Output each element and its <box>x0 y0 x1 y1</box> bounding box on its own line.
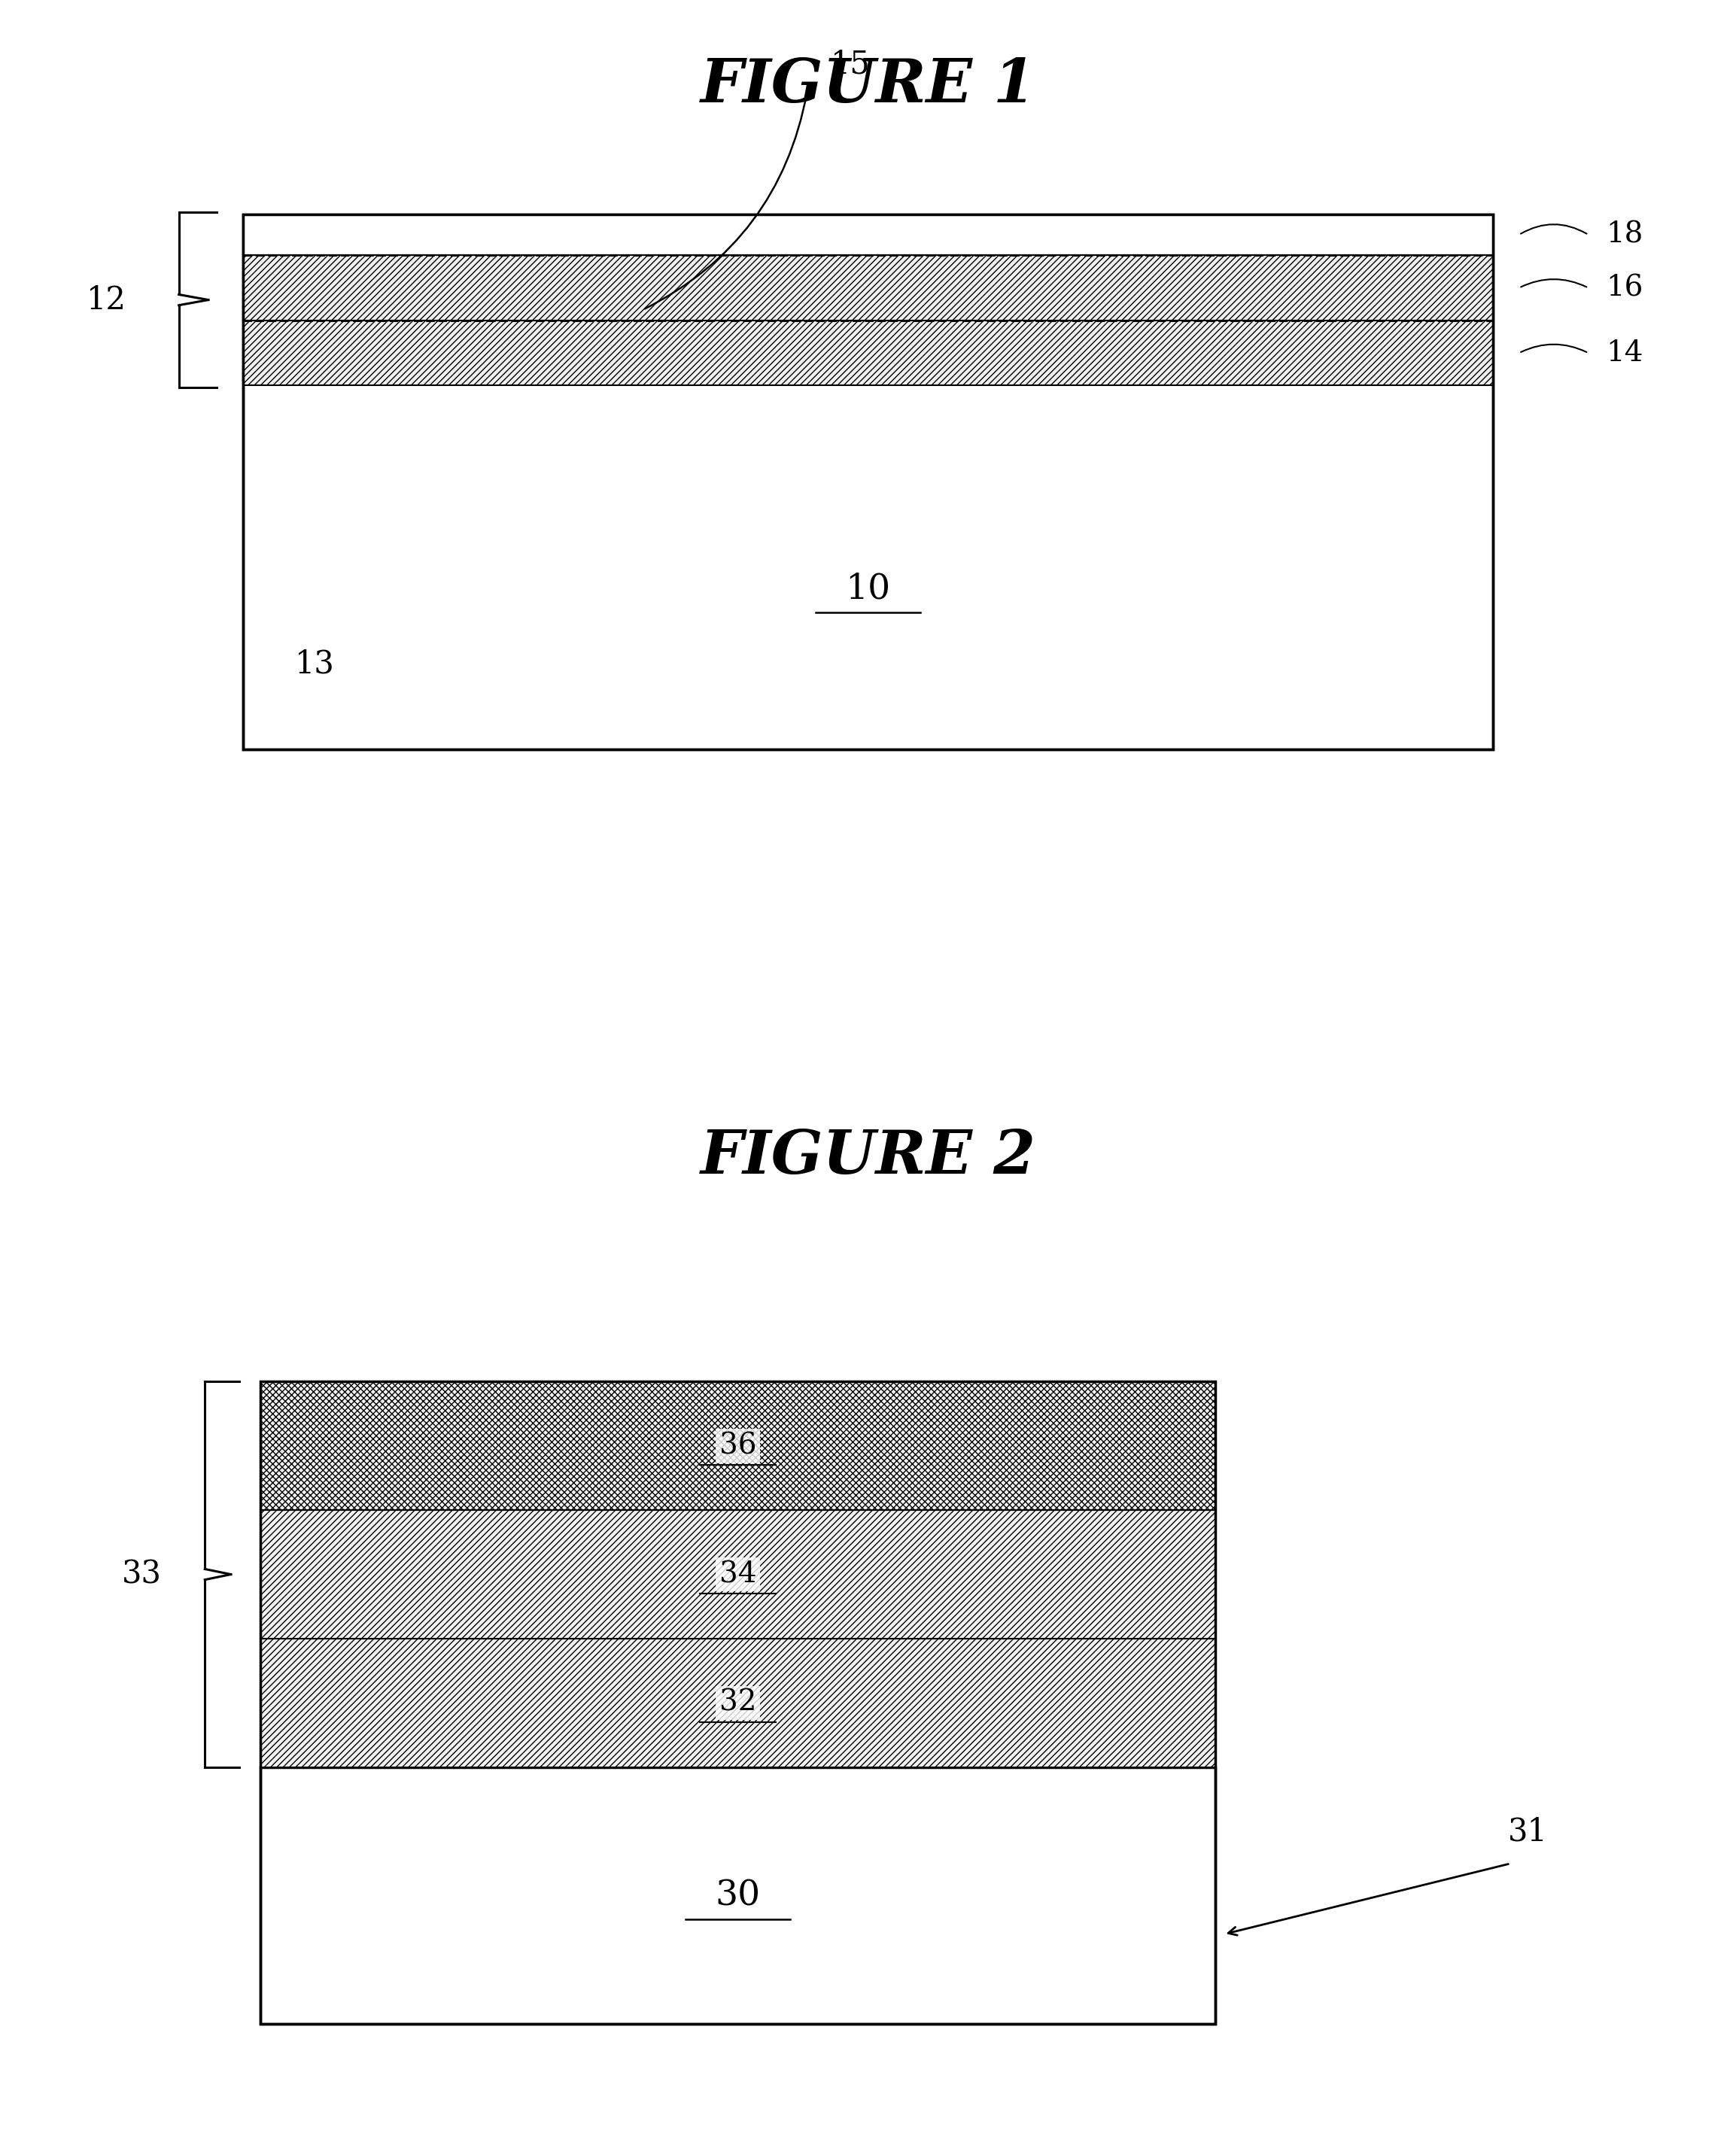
Text: 15: 15 <box>832 49 870 79</box>
Bar <box>243 321 1493 386</box>
Text: FIGURE 2: FIGURE 2 <box>700 1127 1036 1187</box>
Text: 30: 30 <box>715 1879 760 1913</box>
Bar <box>243 255 1493 321</box>
Text: 31: 31 <box>1509 1816 1547 1846</box>
Bar <box>243 214 1493 750</box>
Text: 34: 34 <box>719 1562 757 1587</box>
Bar <box>260 1767 1215 2024</box>
Bar <box>260 1639 1215 1767</box>
Text: 18: 18 <box>1606 221 1642 248</box>
Text: FIGURE 1: FIGURE 1 <box>700 56 1036 116</box>
Text: 12: 12 <box>87 285 127 315</box>
Text: 14: 14 <box>1606 338 1642 366</box>
Bar <box>243 214 1493 750</box>
Bar <box>260 1510 1215 1639</box>
Text: 13: 13 <box>295 649 335 679</box>
Text: 36: 36 <box>719 1433 757 1459</box>
Text: 10: 10 <box>845 572 891 606</box>
Text: 32: 32 <box>719 1690 757 1716</box>
Bar <box>243 214 1493 255</box>
Bar <box>260 1382 1215 1510</box>
Bar <box>260 1382 1215 2024</box>
Text: 16: 16 <box>1606 274 1642 302</box>
Text: 33: 33 <box>122 1559 161 1589</box>
